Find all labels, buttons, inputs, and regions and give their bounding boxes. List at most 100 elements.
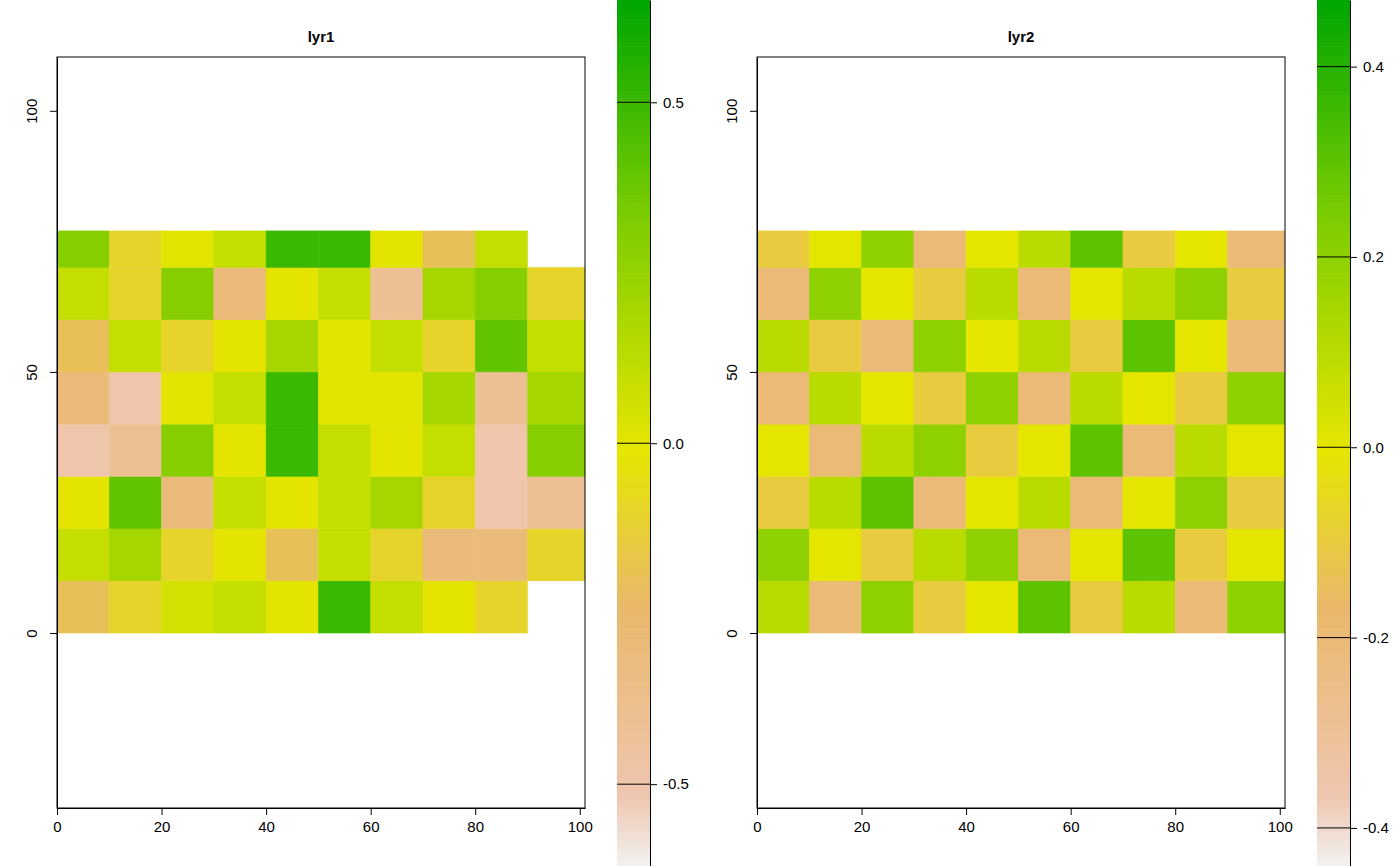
x-tick-label: 0 [53,818,61,835]
colorbar-tick: -0.2 [1350,629,1389,646]
cell [1018,529,1070,581]
colorbar-tick-line [1317,447,1350,448]
colorbar-tick: -0.5 [650,775,689,792]
x-tick: 60 [363,808,380,835]
y-axis-line [57,58,58,809]
cell [266,476,318,528]
cell [914,320,966,372]
y-axis: 050100 [23,58,58,809]
y-tick-mark [750,633,757,634]
title: lyr1 [308,28,335,45]
cell [757,581,809,633]
cell [1175,476,1227,528]
colorbar-swatch [1317,257,1350,260]
cell [966,372,1018,424]
cell [214,476,266,528]
cell [914,529,966,581]
cell [809,372,861,424]
x-tick-mark [1175,808,1176,815]
x-tick: 100 [568,808,593,835]
cell [1227,424,1285,476]
x-tick: 20 [854,808,871,835]
cell [266,372,318,424]
cell [371,581,423,633]
cell [1071,231,1123,268]
cell [757,267,809,319]
cell [57,231,109,268]
cell [109,267,161,319]
x-tick: 80 [467,808,484,835]
cell [266,267,318,319]
cell [1071,267,1123,319]
cell [1071,320,1123,372]
cell [162,231,214,268]
y-axis-line [757,58,758,809]
cell [966,476,1018,528]
cell [371,320,423,372]
cell [1071,476,1123,528]
colorbar-tick-label: -0.4 [1363,819,1389,836]
cell [527,424,585,476]
x-tick: 40 [958,808,975,835]
cell [162,267,214,319]
cell [1123,231,1175,268]
panel: 020406080100050100lyr2-0.4-0.20.00.20.4 [723,0,1389,866]
y-tick-label: 50 [723,364,740,381]
cell [214,372,266,424]
colorbar-axis: -0.4-0.20.00.20.4 [1350,1,1389,866]
cell [862,267,914,319]
colorbar-swatch [617,0,650,3]
x-axis: 020406080100 [53,808,592,835]
x-tick: 100 [1268,808,1293,835]
cell [214,267,266,319]
colorbar-axis-line [650,1,651,866]
cell [1227,231,1285,268]
colorbar-tick: 0.5 [650,94,684,111]
y-tick-mark [50,372,57,373]
cell [214,581,266,633]
x-tick-mark [1071,808,1072,815]
cell [1227,372,1285,424]
x-tick-mark [966,808,967,815]
colorbar-axis-line [1350,1,1351,866]
cell [109,320,161,372]
cell [527,372,585,424]
cell [757,231,809,268]
cell [862,231,914,268]
x-tick-mark [1280,808,1281,815]
x-tick-mark [580,808,581,815]
cell [862,581,914,633]
cell [1175,320,1227,372]
x-axis-line [758,808,1286,809]
x-tick-mark [371,808,372,815]
cell [266,424,318,476]
x-tick-label: 80 [1167,818,1184,835]
cell [1175,231,1227,268]
colorbar-swatch [1317,66,1350,69]
cell [423,267,475,319]
colorbar-tick-mark [1350,257,1357,258]
x-tick-label: 60 [363,818,380,835]
x-tick-label: 20 [854,818,871,835]
cell [1071,424,1123,476]
colorbar-tick: -0.4 [1350,819,1389,836]
cell [1175,424,1227,476]
cell [371,424,423,476]
cell [1227,320,1285,372]
cell [423,372,475,424]
cell [162,372,214,424]
x-tick: 80 [1167,808,1184,835]
x-axis-line [58,808,586,809]
cell [214,529,266,581]
cell [1071,372,1123,424]
cells [757,231,1285,633]
cell [57,320,109,372]
colorbar-tick-mark [650,784,657,785]
cell [475,424,527,476]
colorbar-tick-line [1317,66,1350,67]
cell [371,372,423,424]
cell [162,424,214,476]
x-tick-label: 0 [753,818,761,835]
cell [862,529,914,581]
cell [966,320,1018,372]
